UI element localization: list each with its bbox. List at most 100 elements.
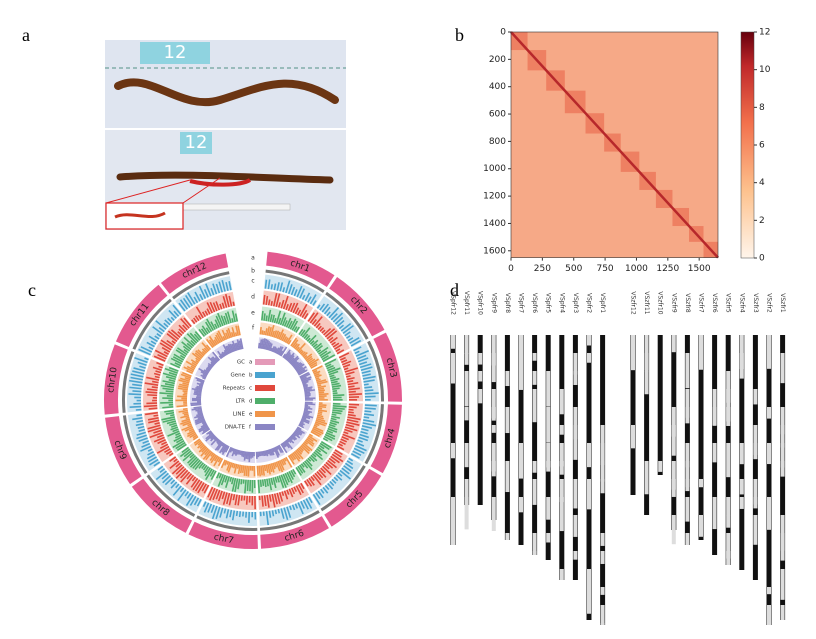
chromosome-segment: [699, 335, 703, 365]
track-bar: [316, 417, 326, 422]
track-bar: [231, 340, 237, 352]
track-bar: [197, 441, 203, 446]
track-bar: [289, 505, 292, 511]
track-bar: [153, 355, 166, 362]
track-bar: [324, 358, 337, 366]
track-name: Gene: [230, 373, 245, 379]
legend-swatch: [255, 385, 275, 391]
track-bar: [300, 463, 305, 468]
track-bar: [290, 470, 296, 478]
track-bar: [171, 464, 183, 475]
track-bar: [323, 463, 330, 470]
track-bar: [210, 321, 216, 330]
track-bar: [190, 403, 202, 407]
chromosome-segment: [712, 497, 717, 530]
track-bar: [215, 506, 221, 520]
track-bar: [270, 284, 274, 290]
track-bar: [303, 412, 309, 416]
chromosome-segment: [559, 425, 564, 435]
track-bar: [221, 280, 226, 292]
track-bar: [296, 426, 302, 431]
track-bar: [225, 329, 231, 339]
track-bar: [204, 310, 209, 316]
track-bar: [266, 326, 271, 336]
track-bar: [347, 337, 354, 342]
track-bar: [238, 340, 243, 350]
track-bar: [304, 480, 309, 487]
track-bar: [206, 302, 213, 314]
colorbar-tick-label: 2: [759, 216, 765, 226]
track-bar: [191, 319, 196, 325]
track-bar: [271, 493, 276, 508]
track-bar: [270, 477, 274, 486]
track-bar: [195, 350, 204, 358]
track-bar: [294, 307, 300, 315]
track-bar: [301, 327, 311, 338]
track-bar: [167, 317, 173, 324]
track-bar: [221, 442, 225, 447]
track-bar: [237, 325, 241, 336]
track-bar: [364, 386, 373, 389]
track-bar: [263, 313, 266, 321]
track-bar: [164, 319, 171, 326]
chromosome-segment: [587, 497, 591, 507]
track-bar: [332, 387, 340, 390]
track-bar: [305, 438, 315, 445]
track-bar: [317, 412, 323, 416]
track-bar: [327, 367, 341, 374]
chromosome-segment: [600, 605, 605, 625]
track-bar: [287, 355, 295, 363]
track-bar: [309, 312, 319, 324]
chromosome-segment: [753, 479, 758, 505]
chromosome-bar: [518, 335, 524, 545]
track-bar: [227, 328, 233, 338]
chromosome-segment: [478, 353, 483, 365]
track-bar: [182, 421, 192, 427]
track-letter: c: [251, 278, 254, 285]
track-bar: [147, 448, 153, 452]
track-bar: [196, 382, 204, 386]
track-bar: [170, 424, 178, 428]
track-bar: [162, 387, 174, 391]
chromosome-label: chr7: [213, 532, 235, 546]
track-bar: [317, 325, 322, 331]
track-bar: [162, 418, 176, 423]
tick-ring: [364, 404, 384, 465]
track-bar: [175, 349, 187, 358]
track-bar: [260, 338, 264, 349]
chromosome-segment: [532, 353, 537, 361]
track-bar: [178, 328, 185, 335]
track-bar: [197, 442, 204, 449]
track-bar: [277, 460, 284, 473]
track-bar: [344, 426, 358, 432]
track-bar: [178, 379, 190, 384]
track-bar: [298, 422, 304, 427]
track-bar: [146, 341, 155, 348]
chromosome-segment: [780, 461, 785, 477]
track-bar: [280, 443, 288, 454]
track-bar: [161, 472, 169, 480]
track-bar: [218, 281, 223, 293]
track-bar: [186, 333, 198, 344]
track-bar: [129, 405, 142, 409]
track-bar: [243, 451, 247, 461]
track-bar: [289, 454, 295, 461]
track-bar: [299, 464, 306, 473]
chromosome-segment: [644, 461, 649, 495]
track-bar: [364, 407, 376, 410]
track-bar: [296, 448, 303, 455]
track-bg: [295, 440, 334, 480]
track-bar: [186, 473, 193, 480]
track-bar: [291, 320, 299, 331]
track-bar: [147, 451, 155, 456]
track-bar: [155, 320, 167, 330]
track-bar: [217, 490, 223, 502]
track-bar: [132, 390, 142, 393]
chromosome-name: VSpfr10: [477, 291, 484, 315]
track-bar: [320, 467, 327, 474]
track-bar: [210, 361, 216, 366]
track-bar: [130, 376, 143, 381]
colorbar-tick-label: 6: [759, 141, 765, 151]
chromosome-segment: [767, 407, 771, 419]
track-bar: [157, 465, 164, 471]
